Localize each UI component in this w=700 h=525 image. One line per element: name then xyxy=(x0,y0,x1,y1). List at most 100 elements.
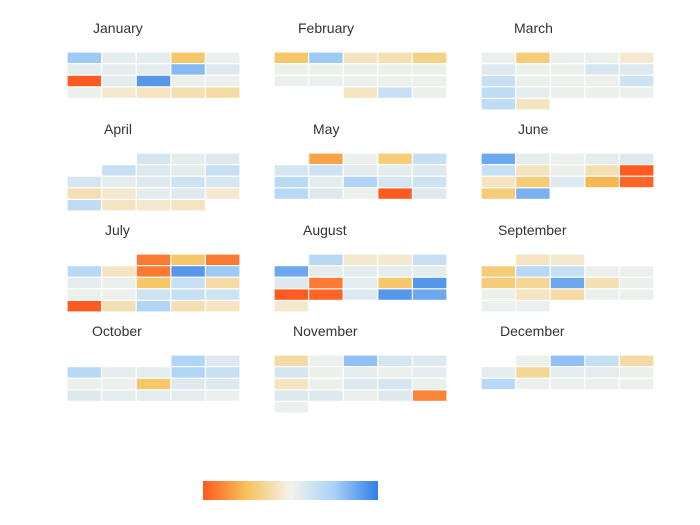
heatmap-cell xyxy=(413,367,447,378)
heatmap-cell xyxy=(274,176,308,188)
heatmap-cell xyxy=(136,165,171,176)
heatmap-cell xyxy=(136,188,171,199)
heatmap-cell xyxy=(585,378,619,390)
heatmap-cell xyxy=(585,52,619,63)
heatmap-cell xyxy=(378,289,412,300)
heatmap-cell xyxy=(343,75,378,87)
heatmap-cell xyxy=(171,266,205,277)
heatmap-cell xyxy=(136,87,171,98)
month-title: September xyxy=(498,222,567,238)
heatmap-cell xyxy=(413,277,447,289)
heatmap-cell xyxy=(343,64,378,75)
heatmap-cell xyxy=(413,165,447,176)
heatmap-cell xyxy=(516,176,550,188)
heatmap-cell xyxy=(274,188,308,199)
heatmap-cell xyxy=(102,266,136,277)
heatmap-cell xyxy=(309,289,343,300)
heatmap-cell xyxy=(413,176,447,188)
heatmap-cell xyxy=(136,75,171,87)
heatmap-cell xyxy=(274,165,308,176)
heatmap-cell xyxy=(67,188,101,199)
heatmap-cell xyxy=(516,266,550,277)
heatmap-cell xyxy=(378,153,412,164)
heatmap-cell xyxy=(516,52,550,63)
month-may: May xyxy=(274,121,447,199)
heatmap-cell xyxy=(136,52,171,63)
heatmap-cell xyxy=(171,87,205,98)
heatmap-cell xyxy=(206,355,240,366)
heatmap-cell xyxy=(585,355,619,366)
month-title: January xyxy=(93,20,143,36)
heatmap-cell xyxy=(343,188,378,199)
heatmap-cell xyxy=(481,378,515,390)
heatmap-cell xyxy=(67,390,101,401)
heatmap-cell xyxy=(309,266,343,277)
heatmap-cell xyxy=(67,64,101,75)
heatmap-cell xyxy=(413,378,447,390)
heatmap-cell xyxy=(585,289,619,300)
heatmap-cell xyxy=(67,367,101,378)
heatmap-cell xyxy=(516,153,550,164)
heatmap-cell xyxy=(481,52,515,63)
heatmap-cell xyxy=(206,289,240,300)
month-january: January xyxy=(67,20,240,98)
heatmap-cell xyxy=(102,87,136,98)
heatmap-cell xyxy=(67,266,101,277)
heatmap-cell xyxy=(343,87,378,98)
heatmap-cell xyxy=(481,64,515,75)
heatmap-cell xyxy=(274,355,308,366)
heatmap-cell xyxy=(136,266,171,277)
heatmap-cell xyxy=(274,75,308,87)
heatmap-cell xyxy=(102,390,136,401)
heatmap-cell xyxy=(585,176,619,188)
heatmap-cell xyxy=(67,75,101,87)
heatmap-cell xyxy=(206,277,240,289)
heatmap-cell xyxy=(171,367,205,378)
heatmap-cell xyxy=(171,75,205,87)
heatmap-cell xyxy=(516,289,550,300)
heatmap-cell xyxy=(206,87,240,98)
heatmap-cell xyxy=(67,176,101,188)
heatmap-cell xyxy=(206,301,240,312)
heatmap-cell xyxy=(343,355,378,366)
heatmap-cell xyxy=(136,254,171,265)
heatmap-cell xyxy=(516,188,550,199)
month-april: April xyxy=(67,121,240,211)
heatmap-cell xyxy=(102,200,136,211)
heatmap-cell xyxy=(378,52,412,63)
heatmap-cell xyxy=(171,176,205,188)
heatmap-cell xyxy=(206,176,240,188)
heatmap-cell xyxy=(171,165,205,176)
heatmap-cell xyxy=(136,200,171,211)
heatmap-cell xyxy=(136,153,171,164)
heatmap-cell xyxy=(309,153,343,164)
heatmap-cell xyxy=(378,64,412,75)
heatmap-cell xyxy=(413,64,447,75)
heatmap-cell xyxy=(413,52,447,63)
heatmap-cell xyxy=(136,176,171,188)
heatmap-cell xyxy=(102,277,136,289)
heatmap-cell xyxy=(206,153,240,164)
heatmap-cell xyxy=(274,390,308,401)
heatmap-cell xyxy=(343,153,378,164)
heatmap-cell xyxy=(378,188,412,199)
heatmap-cell xyxy=(378,87,412,98)
heatmap-cell xyxy=(171,52,205,63)
heatmap-cell xyxy=(550,165,585,176)
heatmap-cell xyxy=(102,64,136,75)
heatmap-cell xyxy=(343,289,378,300)
heatmap-cell xyxy=(620,165,654,176)
months-grid: January February March April May June July Augu… xyxy=(67,20,654,413)
heatmap-cell xyxy=(378,367,412,378)
heatmap-cell xyxy=(550,52,585,63)
heatmap-cell xyxy=(274,52,308,63)
heatmap-cell xyxy=(378,266,412,277)
heatmap-cell xyxy=(378,378,412,390)
heatmap-cell xyxy=(102,188,136,199)
heatmap-cell xyxy=(206,254,240,265)
heatmap-cell xyxy=(516,87,550,98)
month-title: November xyxy=(293,323,358,339)
heatmap-cell xyxy=(171,254,205,265)
month-june: June xyxy=(481,121,654,199)
